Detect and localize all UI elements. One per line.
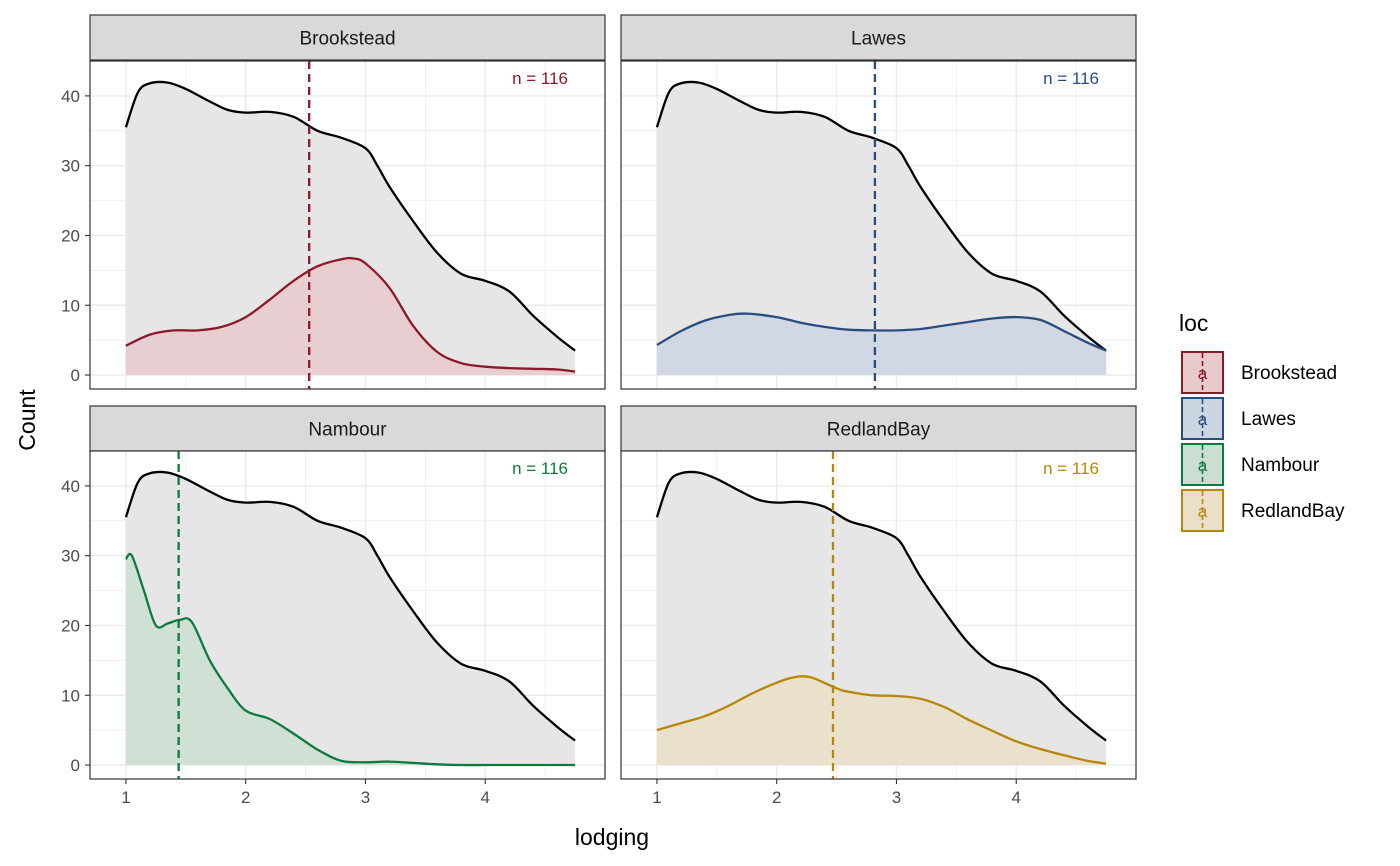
legend: loc a Brookstead a Lawes a Nambour a RedlandBay (1179, 310, 1345, 532)
density-area-brookstead (125, 258, 576, 375)
overall-density-line (655, 470, 1107, 742)
y-tick-label: 30 (61, 157, 80, 176)
strip-background (89, 14, 606, 61)
legend-item-nambour: a Nambour (1181, 443, 1320, 486)
panel-border (89, 450, 606, 780)
n-label-brookstead: n = 116 (512, 69, 568, 88)
y-tick-label: 20 (61, 226, 80, 245)
n-label-redlandbay: n = 116 (1043, 459, 1099, 478)
overall-density-area (125, 471, 576, 765)
legend-key-glyph: a (1198, 364, 1208, 383)
legend-key-glyph: a (1198, 410, 1208, 429)
legend-item-redlandbay: a RedlandBay (1181, 489, 1345, 532)
y-axis-title: Count (14, 389, 40, 451)
n-label-nambour: n = 116 (512, 459, 568, 478)
panel-border (89, 60, 606, 390)
density-line-nambour (124, 552, 576, 767)
legend-label-brookstead: Brookstead (1241, 363, 1337, 384)
panel-lawes: Lawes n = 116 (620, 14, 1137, 390)
density-line-redlandbay (656, 675, 1107, 765)
y-tick-label: 10 (61, 296, 80, 315)
legend-label-redlandbay: RedlandBay (1241, 501, 1345, 522)
x-tick-label: 1 (652, 788, 661, 807)
density-line-brookstead (125, 256, 576, 373)
y-tick-label: 0 (71, 756, 80, 775)
strip-label-brookstead: Brookstead (299, 29, 395, 50)
x-tick-label: 3 (361, 788, 370, 807)
strip-background (620, 14, 1137, 61)
x-tick-label: 2 (772, 788, 781, 807)
y-tick-label: 40 (61, 477, 80, 496)
density-line-lawes (656, 312, 1107, 352)
overall-density-line (655, 80, 1107, 352)
y-tick-label: 0 (71, 366, 80, 385)
strip-background (89, 405, 606, 452)
legend-item-brookstead: a Brookstead (1181, 351, 1337, 394)
x-axis-title: lodging (575, 824, 649, 850)
legend-title: loc (1179, 310, 1208, 336)
x-tick-label: 1 (121, 788, 130, 807)
y-tick-label: 40 (61, 87, 80, 106)
n-label-lawes: n = 116 (1043, 69, 1099, 88)
y-tick-label: 20 (61, 616, 80, 635)
strip-label-redlandbay: RedlandBay (827, 420, 931, 441)
overall-density-line (124, 470, 576, 742)
density-area-nambour (125, 553, 576, 766)
legend-key-glyph: a (1198, 456, 1208, 475)
panel-border (620, 60, 1137, 390)
panel-border (620, 450, 1137, 780)
density-area-lawes (656, 313, 1107, 375)
y-tick-label: 30 (61, 547, 80, 566)
strip-background (620, 405, 1137, 452)
x-tick-label: 4 (1011, 788, 1020, 807)
strip-label-lawes: Lawes (851, 29, 906, 50)
overall-density-area (125, 81, 576, 376)
legend-item-lawes: a Lawes (1181, 397, 1296, 440)
panel-brookstead: Brookstead n = 116 0 10 20 30 40 (61, 14, 606, 390)
panel-redlandbay: RedlandBay n = 116 1 2 3 4 (620, 405, 1137, 807)
y-tick-label: 10 (61, 686, 80, 705)
x-tick-label: 4 (480, 788, 489, 807)
legend-label-lawes: Lawes (1241, 409, 1296, 430)
overall-density-line (124, 80, 576, 352)
x-tick-label: 3 (892, 788, 901, 807)
strip-label-nambour: Nambour (308, 420, 387, 441)
density-area-redlandbay (656, 676, 1107, 765)
legend-label-nambour: Nambour (1241, 455, 1320, 476)
legend-key-glyph: a (1198, 502, 1208, 521)
overall-density-area (656, 81, 1107, 376)
panel-nambour: Nambour n = 116 0 10 20 30 40 1 2 3 4 (61, 405, 606, 807)
x-tick-label: 2 (241, 788, 250, 807)
